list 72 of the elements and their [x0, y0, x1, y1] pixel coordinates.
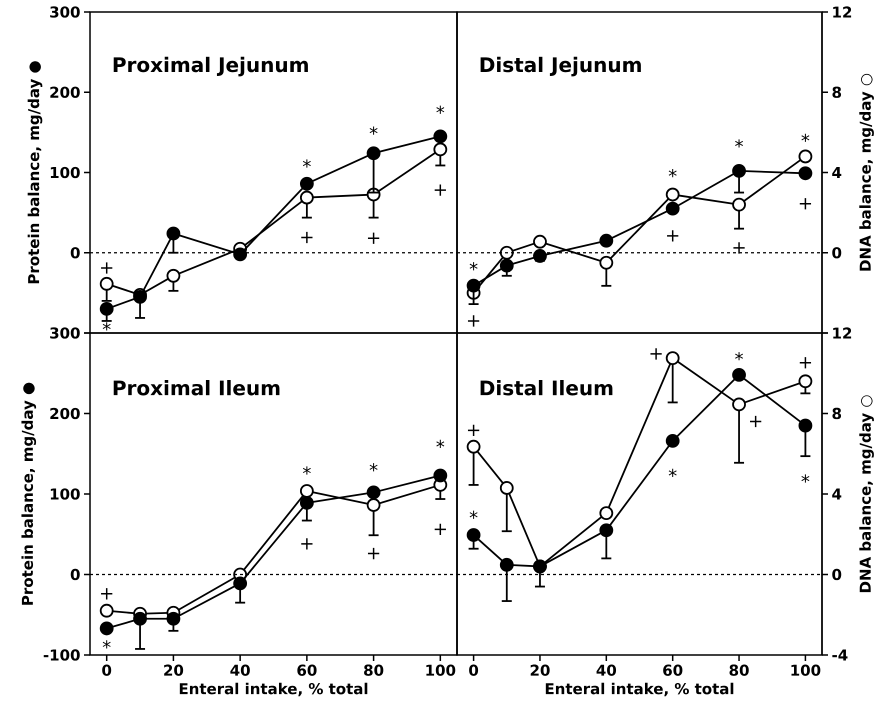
x-tick-label: 20 — [164, 664, 184, 676]
text: Proximal Jejunum — [114, 56, 308, 76]
y-tick-label: 300 — [50, 327, 80, 339]
annotation: + — [650, 348, 662, 360]
annotation: * — [302, 159, 311, 168]
x-tick-label: 100 — [791, 664, 820, 676]
annotation: + — [101, 588, 112, 600]
y-axis-title: Protein balance, mg/day ● — [21, 382, 36, 605]
y2-tick-label: 4 — [832, 167, 842, 178]
x-tick-label: 80 — [730, 664, 749, 676]
x-axis-title: Enteral intake, % total — [546, 682, 734, 696]
annotation: + — [750, 416, 762, 428]
y2-tick-label: 12 — [833, 327, 852, 339]
y-tick-label: 200 — [50, 86, 80, 98]
y2-tick-label: 8 — [832, 408, 842, 420]
x-tick-label: 0 — [102, 664, 112, 676]
y2-tick-label: 0 — [832, 247, 842, 258]
y2-axis-title: DNA balance, mg/day ○ — [859, 74, 874, 271]
annotation: * — [801, 134, 810, 142]
x-tick-label: 0 — [469, 664, 478, 676]
y2-axis-title: DNA balance, mg/day ○ — [859, 395, 874, 592]
annotation: + — [800, 198, 812, 210]
x-tick-label: 80 — [364, 664, 384, 676]
text: Distal Ileum — [480, 380, 612, 396]
y2-tick-label: 0 — [832, 568, 842, 580]
annotation: * — [668, 169, 677, 178]
y-tick-label: 200 — [50, 408, 80, 420]
x-axis-title: Enteral intake, % total — [180, 682, 368, 696]
text: Proximal Ileum — [114, 380, 280, 396]
annotation: + — [733, 242, 745, 254]
x-tick-label: 60 — [297, 664, 317, 676]
y-tick-label: 300 — [50, 6, 80, 18]
annotation: + — [301, 232, 312, 244]
x-tick-label: 100 — [426, 664, 456, 676]
annotation: + — [434, 184, 446, 196]
x-tick-label: 40 — [596, 664, 616, 676]
annotation: * — [370, 463, 378, 472]
annotation: * — [735, 139, 744, 148]
annotation: * — [370, 126, 378, 135]
y-tick-label: -100 — [44, 649, 80, 661]
annotation: * — [470, 262, 478, 270]
y2-tick-label: 4 — [832, 488, 842, 500]
annotation: + — [368, 232, 380, 244]
y-tick-label: 100 — [50, 166, 80, 178]
y-tick-label: 0 — [70, 568, 80, 580]
annotation: + — [301, 538, 312, 550]
annotation: + — [667, 230, 678, 242]
annotation: + — [368, 548, 380, 560]
annotation: + — [468, 424, 480, 436]
annotation: * — [436, 106, 444, 114]
annotation: * — [302, 466, 311, 475]
annotation: * — [735, 352, 744, 360]
annotation: + — [800, 357, 812, 368]
x-tick-label: 60 — [663, 664, 682, 676]
annotation: * — [668, 468, 677, 478]
y-tick-label: 100 — [50, 488, 80, 500]
annotation: + — [101, 262, 112, 274]
y2-tick-label: 8 — [832, 86, 842, 98]
annotation: * — [436, 440, 444, 448]
annotation: + — [434, 524, 446, 536]
annotation: + — [468, 315, 480, 327]
annotation: * — [102, 640, 111, 648]
x-tick-label: 40 — [230, 664, 250, 676]
annotation: * — [470, 510, 478, 519]
text: Distal Jejunum — [480, 56, 641, 76]
y2-tick-label: 12 — [833, 6, 852, 18]
annotation: * — [102, 322, 111, 331]
y-tick-label: 0 — [70, 247, 80, 258]
x-tick-label: 20 — [530, 664, 550, 676]
y2-tick-label: -4 — [832, 650, 848, 660]
y-axis-title: Protein balance, mg/day ● — [28, 61, 42, 284]
annotation: * — [801, 474, 810, 483]
